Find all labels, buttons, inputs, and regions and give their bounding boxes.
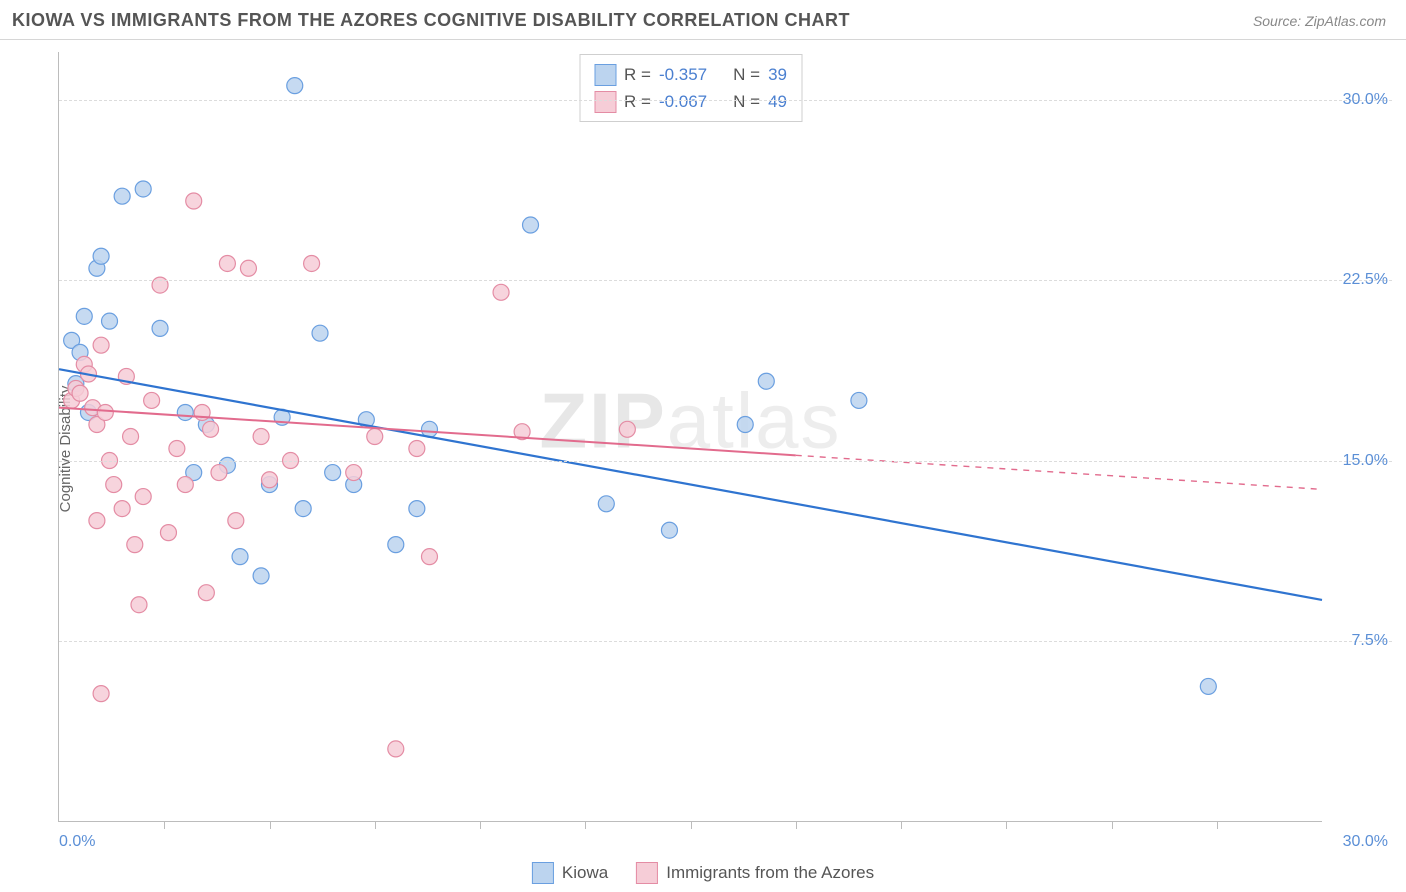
scatter-point (89, 513, 105, 529)
scatter-point (598, 496, 614, 512)
x-tick (164, 821, 165, 829)
scatter-point (135, 181, 151, 197)
scatter-point (177, 477, 193, 493)
scatter-point (409, 441, 425, 457)
scatter-point (93, 248, 109, 264)
scatter-svg (59, 52, 1322, 821)
y-tick-label: 22.5% (1343, 271, 1388, 289)
scatter-point (295, 501, 311, 517)
scatter-point (367, 429, 383, 445)
legend-label: Kiowa (562, 863, 608, 883)
scatter-point (72, 385, 88, 401)
scatter-point (198, 585, 214, 601)
trend-line (59, 369, 1322, 600)
scatter-point (346, 465, 362, 481)
scatter-point (152, 320, 168, 336)
gridline (59, 641, 1392, 642)
scatter-point (114, 188, 130, 204)
scatter-point (93, 686, 109, 702)
gridline (59, 461, 1392, 462)
scatter-point (160, 525, 176, 541)
scatter-point (304, 255, 320, 271)
chart-area: Cognitive Disability ZIPatlas R =-0.357N… (12, 46, 1394, 852)
scatter-point (312, 325, 328, 341)
gridline (59, 280, 1392, 281)
chart-source: Source: ZipAtlas.com (1253, 13, 1386, 29)
scatter-point (409, 501, 425, 517)
scatter-point (106, 477, 122, 493)
scatter-point (232, 549, 248, 565)
scatter-point (388, 741, 404, 757)
scatter-point (102, 313, 118, 329)
scatter-point (97, 404, 113, 420)
scatter-point (135, 489, 151, 505)
scatter-point (737, 416, 753, 432)
scatter-point (169, 441, 185, 457)
scatter-point (619, 421, 635, 437)
scatter-point (851, 392, 867, 408)
scatter-point (325, 465, 341, 481)
scatter-point (758, 373, 774, 389)
scatter-point (219, 255, 235, 271)
y-tick-label: 15.0% (1343, 452, 1388, 470)
legend-label: Immigrants from the Azores (666, 863, 874, 883)
plot-region: ZIPatlas R =-0.357N =39R =-0.067N =49 0.… (58, 52, 1322, 822)
legend-swatch (636, 862, 658, 884)
y-tick-label: 30.0% (1343, 91, 1388, 109)
scatter-point (287, 78, 303, 94)
scatter-point (228, 513, 244, 529)
scatter-point (127, 537, 143, 553)
scatter-point (253, 429, 269, 445)
x-tick (1112, 821, 1113, 829)
y-tick-label: 7.5% (1352, 632, 1388, 650)
scatter-point (123, 429, 139, 445)
scatter-point (76, 308, 92, 324)
x-tick (1217, 821, 1218, 829)
x-tick (691, 821, 692, 829)
legend-item: Immigrants from the Azores (636, 862, 874, 884)
scatter-point (211, 465, 227, 481)
legend-swatch (532, 862, 554, 884)
x-tick (796, 821, 797, 829)
scatter-point (144, 392, 160, 408)
scatter-point (421, 549, 437, 565)
gridline (59, 100, 1392, 101)
x-axis-max-label: 30.0% (1343, 833, 1388, 851)
x-tick (270, 821, 271, 829)
scatter-point (388, 537, 404, 553)
scatter-point (240, 260, 256, 276)
scatter-point (523, 217, 539, 233)
scatter-point (186, 193, 202, 209)
scatter-point (493, 284, 509, 300)
x-tick (375, 821, 376, 829)
scatter-point (93, 337, 109, 353)
x-axis-min-label: 0.0% (59, 833, 95, 851)
chart-title: KIOWA VS IMMIGRANTS FROM THE AZORES COGN… (12, 10, 850, 31)
x-tick (585, 821, 586, 829)
scatter-point (661, 522, 677, 538)
scatter-point (177, 404, 193, 420)
scatter-point (114, 501, 130, 517)
legend-item: Kiowa (532, 862, 608, 884)
chart-header: KIOWA VS IMMIGRANTS FROM THE AZORES COGN… (0, 0, 1406, 40)
legend: Kiowa Immigrants from the Azores (532, 862, 874, 884)
scatter-point (1200, 678, 1216, 694)
x-tick (480, 821, 481, 829)
scatter-point (131, 597, 147, 613)
x-tick (1006, 821, 1007, 829)
scatter-point (203, 421, 219, 437)
scatter-point (262, 472, 278, 488)
scatter-point (253, 568, 269, 584)
x-tick (901, 821, 902, 829)
